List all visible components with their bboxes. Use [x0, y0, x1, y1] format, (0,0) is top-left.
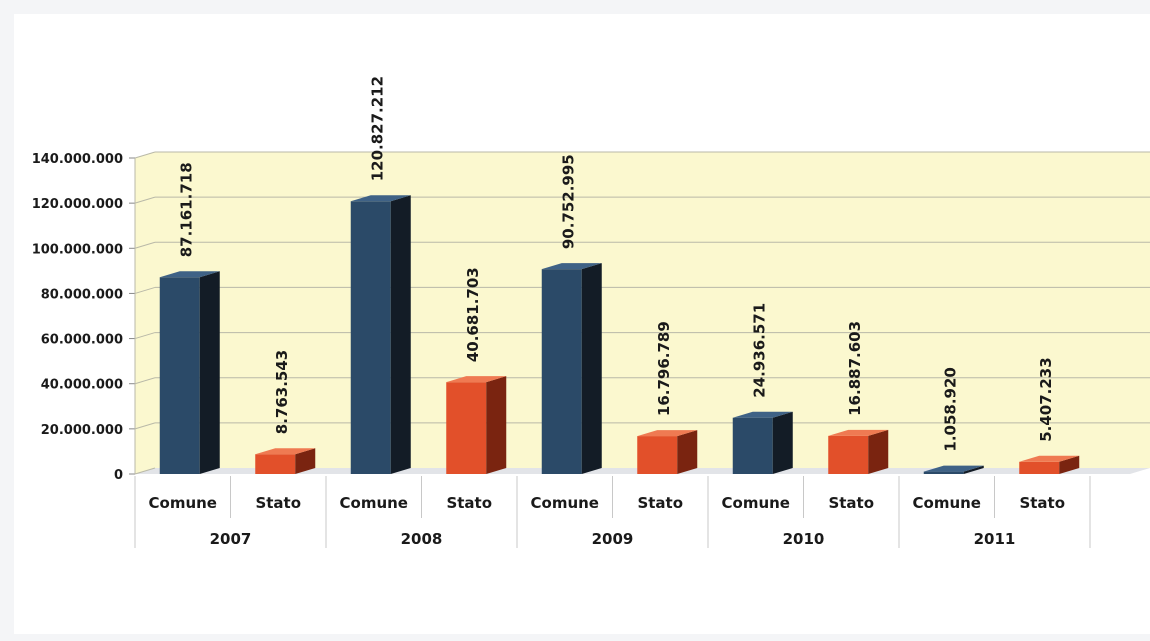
bar [350, 195, 411, 474]
gridline-side [134, 151, 156, 159]
data-label: 120.827.212 [369, 76, 387, 181]
x-category-label: Stato [255, 494, 301, 512]
bar [828, 429, 889, 474]
y-tick-label: 100.000.000 [32, 242, 123, 257]
bar-top [1019, 455, 1080, 462]
data-label: 5.407.233 [1037, 357, 1055, 441]
gridline-side [134, 241, 156, 249]
gridline-side [134, 286, 156, 294]
y-tick-label: 120.000.000 [32, 197, 123, 212]
y-tick-label: 80.000.000 [41, 287, 123, 302]
bar [637, 430, 698, 474]
bar-side [1059, 455, 1080, 474]
bars [159, 195, 1080, 474]
x-category-label: Comune [340, 494, 408, 512]
bar-side [677, 430, 698, 474]
x-category-label: Comune [531, 494, 599, 512]
data-label: 16.887.603 [846, 321, 864, 416]
bar-top [159, 271, 220, 278]
data-label: 1.058.920 [942, 367, 960, 451]
bar-front [732, 417, 773, 474]
bar-top [923, 465, 984, 472]
bar [446, 376, 507, 474]
bar-side [390, 195, 411, 474]
gridlines [134, 151, 1150, 475]
data-label: 16.796.789 [655, 321, 673, 416]
bar-front [159, 277, 200, 474]
bar-side [772, 411, 793, 474]
x-category-label: Stato [637, 494, 683, 512]
x-group-label: 2011 [974, 530, 1016, 548]
bar-top [541, 263, 602, 270]
bar [159, 271, 220, 474]
bar-side [199, 271, 220, 474]
gridline-side [134, 467, 156, 475]
x-group-label: 2007 [210, 530, 252, 548]
bar [1019, 455, 1080, 474]
x-category-label: Comune [722, 494, 790, 512]
x-group-label: 2008 [401, 530, 443, 548]
y-axis: 0 20.000.000 40.000.000 60.000.000 80.000.00… [32, 152, 136, 483]
bar-front [923, 471, 964, 474]
bar-top [732, 411, 793, 418]
bar-top [350, 195, 411, 202]
bar-top [828, 429, 889, 436]
bar [923, 465, 984, 474]
x-category-label: Comune [913, 494, 981, 512]
data-label: 8.763.543 [273, 350, 291, 434]
data-label: 90.752.995 [560, 154, 578, 249]
bar-front [1019, 461, 1060, 474]
y-tick-label: 60.000.000 [41, 333, 123, 348]
bar [255, 448, 316, 474]
data-label: 87.161.718 [178, 162, 196, 257]
y-tick-label: 0 [114, 468, 123, 483]
x-category-label: Stato [446, 494, 492, 512]
bar-top [446, 376, 507, 383]
x-group-label: 2010 [783, 530, 825, 548]
y-tick-label: 40.000.000 [41, 378, 123, 393]
bar-front [446, 382, 487, 474]
gridline-side [134, 332, 156, 340]
x-category-label: Stato [828, 494, 874, 512]
bar-front [637, 436, 678, 474]
bar-top [255, 448, 316, 455]
x-category-label: Stato [1019, 494, 1065, 512]
data-label: 24.936.571 [751, 303, 769, 398]
bar-side [581, 263, 602, 474]
gridline-side [134, 196, 156, 204]
bar-front [255, 454, 296, 474]
x-group-label: 2009 [592, 530, 634, 548]
bar-side [868, 429, 889, 474]
bar-front [541, 269, 582, 474]
x-category-label: Comune [149, 494, 217, 512]
bar-side [963, 465, 984, 474]
bar-front [828, 435, 869, 474]
y-tick-label: 20.000.000 [41, 423, 123, 438]
bar [732, 411, 793, 474]
gridline-side [134, 422, 156, 430]
data-label: 40.681.703 [464, 267, 482, 362]
data-labels: 87.161.718 8.763.543 120.827.212 40.681.703… [178, 76, 1056, 452]
gridline-side [134, 377, 156, 385]
bar-side [486, 376, 507, 474]
bar-front [350, 201, 391, 474]
bar-top [637, 430, 698, 437]
bar-side [295, 448, 316, 474]
y-tick-label: 140.000.000 [32, 152, 123, 167]
bar [541, 263, 602, 474]
